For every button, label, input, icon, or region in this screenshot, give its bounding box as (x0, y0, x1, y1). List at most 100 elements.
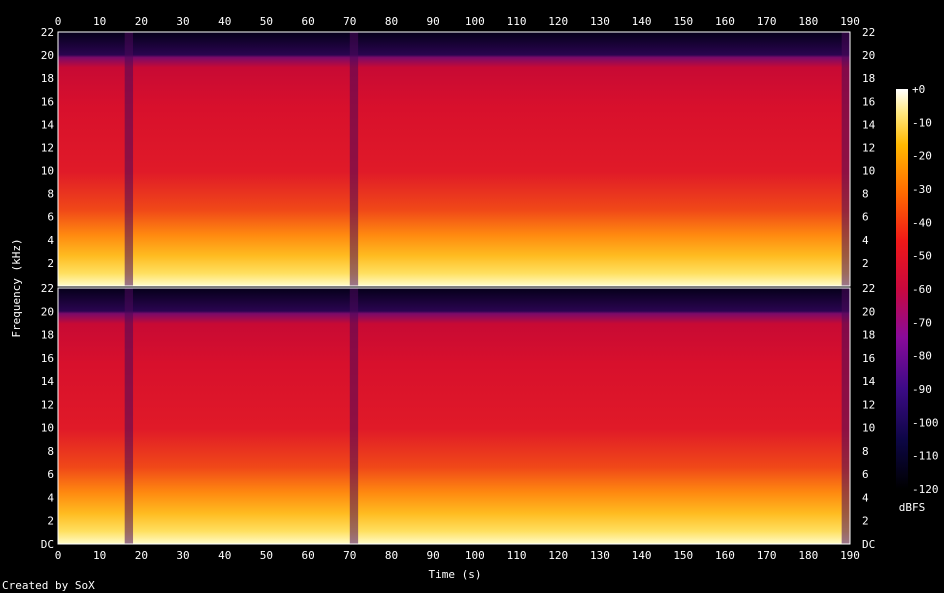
channel-1-frame (57, 31, 851, 287)
y-tick-upper-left-5: 12 (41, 141, 54, 154)
x-tick-label-top-19: 190 (840, 15, 860, 28)
y-tick-lower-right-0: 22 (862, 282, 875, 295)
y-tick-lower-right-4: 14 (862, 375, 876, 388)
y-tick-lower-left-5: 12 (41, 398, 54, 411)
quiet-segment-2 (841, 288, 850, 544)
x-axis-label: Time (s) (429, 568, 482, 581)
channel-1-plot (57, 31, 851, 287)
y-tick-lower-left-10: 2 (47, 515, 54, 528)
y-tick-upper-left-7: 8 (47, 188, 54, 201)
x-tick-label-top-0: 0 (55, 15, 62, 28)
y-tick-lower-left-8: 6 (47, 468, 54, 481)
x-tick-label-top-14: 140 (632, 15, 652, 28)
y-tick-lower-left-9: 4 (47, 491, 54, 504)
quiet-segment-1 (349, 32, 359, 286)
y-tick-lower-left-1: 20 (41, 305, 54, 318)
quiet-segment-0 (124, 32, 134, 286)
y-tick-upper-right-3: 16 (862, 95, 875, 108)
colorbar-tick-labels: +0 -10 -20 -30 -40 -50 -60 -70 -80 -90 -100 -110 -12… (912, 83, 939, 496)
y-tick-lower-left-11: DC (41, 538, 54, 551)
y-tick-lower-right-11: DC (862, 538, 875, 551)
colorbar-tick-6: -60 (912, 283, 932, 296)
y-tick-lower-left-4: 14 (41, 375, 55, 388)
y-tick-upper-left-9: 4 (47, 234, 54, 247)
y-tick-upper-left-2: 18 (41, 72, 54, 85)
y-tick-upper-right-4: 14 (862, 118, 876, 131)
y-tick-upper-right-6: 10 (862, 165, 875, 178)
colorbar-label: dBFS (899, 501, 926, 514)
colorbar-tick-7: -70 (912, 316, 932, 329)
channel-2-spectrum (58, 288, 850, 544)
x-tick-label-bottom-0: 0 (55, 549, 62, 562)
y-tick-lower-right-10: 2 (862, 515, 869, 528)
colorbar-tick-0: +0 (912, 83, 925, 96)
y-tick-lower-left-2: 18 (41, 329, 54, 342)
y-tick-upper-left-10: 2 (47, 257, 54, 270)
colorbar-tick-9: -90 (912, 383, 932, 396)
y-tick-upper-right-2: 18 (862, 72, 875, 85)
x-tick-label-top-10: 100 (465, 15, 485, 28)
quiet-segment-2 (841, 32, 850, 286)
channel-2-quiet-segments (124, 288, 850, 544)
x-tick-label-bottom-16: 160 (715, 549, 735, 562)
x-tick-label-bottom-19: 190 (840, 549, 860, 562)
quiet-segment-0 (124, 288, 134, 544)
y-tick-lower-right-5: 12 (862, 398, 875, 411)
x-tick-label-top-13: 130 (590, 15, 610, 28)
y-tick-lower-right-3: 16 (862, 352, 875, 365)
y-tick-lower-left-7: 8 (47, 445, 54, 458)
y-tick-upper-left-8: 6 (47, 211, 54, 224)
x-tick-label-top-5: 50 (260, 15, 273, 28)
x-tick-label-top-3: 30 (176, 15, 189, 28)
x-tick-label-top-12: 120 (548, 15, 568, 28)
colorbar (896, 89, 908, 489)
y-tick-lower-right-7: 8 (862, 445, 869, 458)
y-tick-upper-right-10: 2 (862, 257, 869, 270)
x-tick-label-top-18: 180 (798, 15, 818, 28)
x-tick-label-bottom-12: 120 (548, 549, 568, 562)
channel-2-plot (57, 287, 851, 545)
y-tick-lower-left-3: 16 (41, 352, 54, 365)
x-tick-label-top-7: 70 (343, 15, 356, 28)
y-tick-upper-right-7: 8 (862, 188, 869, 201)
y-tick-lower-right-9: 4 (862, 491, 869, 504)
footer-credit: Created by SoX (2, 579, 95, 592)
x-tick-label-bottom-8: 80 (385, 549, 398, 562)
channel-1-spectrum (58, 32, 850, 286)
colorbar-tick-1: -10 (912, 116, 932, 129)
x-tick-label-bottom-10: 100 (465, 549, 485, 562)
x-tick-labels-bottom: 0 10 20 30 40 50 60 70 80 90 100 110 120 130 140 150 160… (55, 549, 860, 562)
x-tick-label-top-1: 10 (93, 15, 106, 28)
y-tick-lower-right-8: 6 (862, 468, 869, 481)
x-tick-label-top-4: 40 (218, 15, 231, 28)
y-tick-upper-right-1: 20 (862, 49, 875, 62)
x-tick-label-top-8: 80 (385, 15, 398, 28)
y-tick-lower-right-2: 18 (862, 329, 875, 342)
y-tick-upper-right-8: 6 (862, 211, 869, 224)
colorbar-tick-10: -100 (912, 416, 939, 429)
colorbar-tick-3: -30 (912, 183, 932, 196)
x-tick-label-bottom-6: 60 (301, 549, 314, 562)
colorbar-tick-2: -20 (912, 150, 932, 163)
y-tick-lower-left-0: 22 (41, 282, 54, 295)
y-tick-upper-left-3: 16 (41, 95, 54, 108)
x-tick-label-top-2: 20 (135, 15, 148, 28)
y-tick-upper-left-0: 22 (41, 26, 54, 39)
y-tick-upper-left-6: 10 (41, 165, 54, 178)
x-tick-label-bottom-11: 110 (507, 549, 527, 562)
y-tick-lower-right-1: 20 (862, 305, 875, 318)
x-tick-labels-top: 0 10 20 30 40 50 60 70 80 90 100 110 120 130 140 150 160… (55, 15, 860, 28)
y-tick-lower-left-6: 10 (41, 422, 54, 435)
y-tick-upper-left-4: 14 (41, 118, 55, 131)
x-tick-label-bottom-5: 50 (260, 549, 273, 562)
x-tick-label-bottom-14: 140 (632, 549, 652, 562)
y-tick-upper-right-5: 12 (862, 141, 875, 154)
x-tick-label-bottom-1: 10 (93, 549, 106, 562)
x-tick-label-bottom-7: 70 (343, 549, 356, 562)
x-tick-label-bottom-13: 130 (590, 549, 610, 562)
quiet-segment-1 (349, 288, 359, 544)
colorbar-tick-8: -80 (912, 350, 932, 363)
channel-1-quiet-segments (124, 32, 850, 286)
